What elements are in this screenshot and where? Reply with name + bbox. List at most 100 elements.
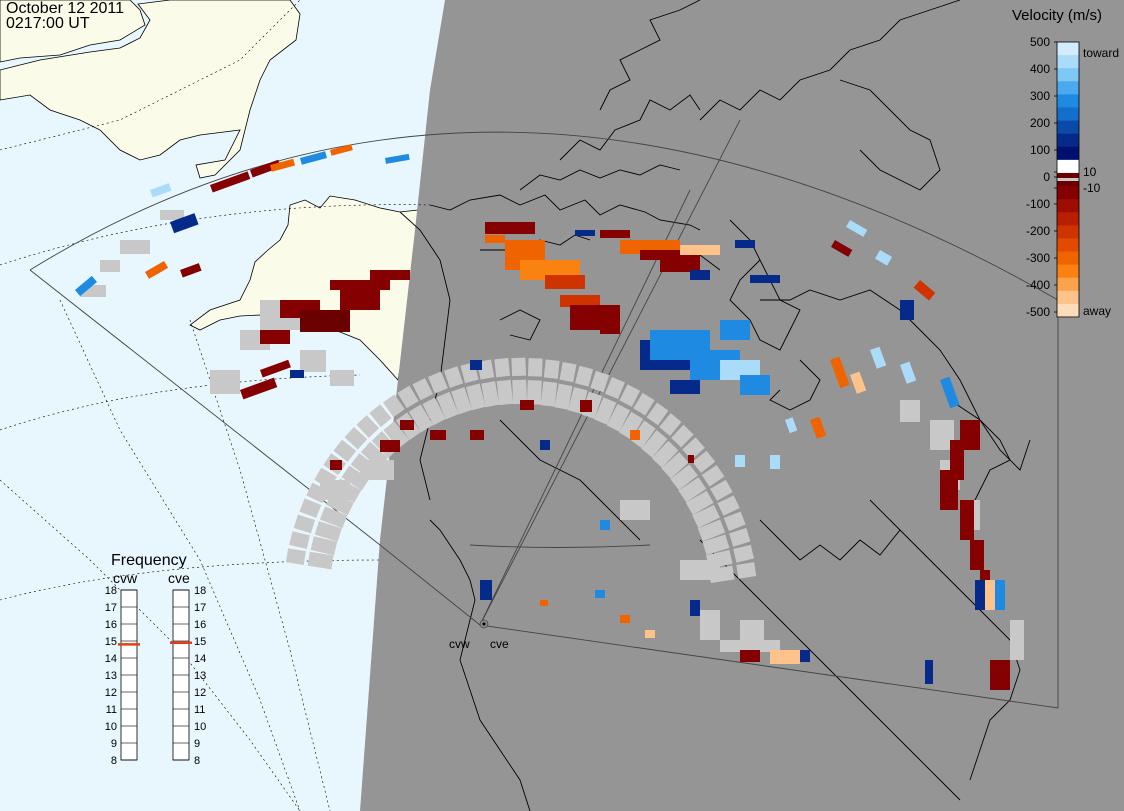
radar-sites: cvw cve [449, 619, 509, 651]
scatter-cell [633, 392, 655, 416]
scatter-cell [729, 528, 751, 547]
scatter-cell [319, 506, 348, 529]
scatter-cell [733, 544, 754, 563]
scatter-cell [100, 260, 120, 272]
legend-tick-label: -200 [1026, 224, 1050, 238]
scatter-cell [481, 381, 500, 408]
scatter-cell [960, 420, 980, 450]
scatter-cell [310, 536, 338, 556]
scatter-cell [270, 158, 295, 172]
scatter-cell [170, 213, 199, 234]
legend-color-swatch [1057, 264, 1079, 279]
scatter-cell [293, 514, 316, 534]
legend-color-swatch [1057, 290, 1079, 305]
scatter-cell [645, 630, 655, 638]
scatter-cell [913, 280, 936, 301]
scatter-cell [940, 376, 960, 409]
scatter-cell [289, 531, 310, 550]
scatter-cell [470, 360, 482, 370]
scatter-cell [120, 240, 150, 254]
frequency-title: Frequency [111, 552, 187, 569]
legend-color-swatch [1057, 212, 1079, 226]
legend-color-swatch [1057, 277, 1079, 292]
legend-color-swatch [1057, 94, 1079, 108]
scatter-cell [559, 361, 577, 383]
scatter-cell [540, 600, 548, 606]
frequency-tick-label: 16 [194, 619, 206, 631]
legend-color-swatch [1057, 107, 1079, 122]
scatter-cell [875, 250, 893, 266]
legend-color-swatch [1057, 146, 1079, 161]
scatter-cell [360, 460, 394, 480]
legend-tick-label: 300 [1030, 89, 1050, 103]
scatter-cell [740, 650, 760, 662]
scatter-cell [800, 650, 810, 662]
scatter-cell [660, 260, 700, 272]
scatter-cell [320, 480, 350, 500]
scatter-cell [160, 210, 184, 220]
scatter-cell [682, 437, 705, 460]
scatter-cell [383, 394, 405, 418]
scatter-cell [580, 400, 592, 412]
night-region [360, 0, 1124, 811]
frequency-cvw-label: cvw [113, 570, 138, 586]
scatter-cell [436, 391, 459, 420]
scatter-cell [560, 295, 600, 307]
scatter-cell [494, 357, 511, 378]
frequency-tick-label: 12 [105, 687, 117, 699]
scatter-cell [646, 402, 669, 426]
scatter-cell [1000, 660, 1010, 690]
scatter-cell [700, 610, 720, 640]
radar-site-cvw-label: cvw [449, 637, 470, 651]
scatter-cell [717, 495, 740, 516]
scatter-cell [690, 270, 710, 280]
scatter-cell [422, 397, 446, 426]
legend-tick-label: -100 [1026, 197, 1050, 211]
frequency-tick-label: 10 [194, 721, 206, 733]
scatter-cell [1010, 620, 1024, 660]
scatter-cell [260, 359, 291, 378]
scatter-cell [496, 379, 514, 406]
legend-tick-label: 400 [1030, 62, 1050, 76]
scatter-cell [341, 465, 370, 491]
scatter-cell [701, 464, 725, 487]
frequency-tick-label: 18 [105, 585, 117, 597]
legend-toward-label: toward [1083, 46, 1119, 60]
scatter-cell [299, 498, 322, 519]
scatter-cell [590, 370, 610, 393]
legend-color-swatch [1057, 68, 1079, 82]
scatter-cell [260, 330, 290, 344]
legend-color-swatch [1057, 159, 1079, 174]
frequency-tick-label: 18 [194, 585, 206, 597]
frequency-tick-label: 16 [105, 619, 117, 631]
scatter-cell [285, 548, 306, 565]
velocity-legend: Velocity (m/s) 500400300200100100-10-100… [1012, 7, 1119, 319]
scatter-cell [385, 153, 410, 164]
scatter-cell [850, 371, 867, 394]
scatter-cell [444, 366, 464, 388]
frequency-cve-label: cve [168, 570, 190, 586]
scatter-cell [995, 580, 1005, 610]
scatter-cell [466, 383, 486, 411]
scatter-cell [594, 397, 617, 425]
scatter-cell [369, 404, 392, 428]
scatter-cell [641, 430, 668, 458]
scatter-cell [990, 660, 1000, 690]
scatter-cell [356, 415, 380, 438]
scatter-cell [480, 580, 492, 600]
scatter-cell [540, 381, 558, 407]
scatter-cell [527, 358, 543, 377]
scatter-cell [618, 411, 644, 440]
frequency-tick-label: 10 [105, 721, 117, 733]
frequency-tick-label: 15 [194, 636, 206, 648]
coastlines [399, 0, 1031, 811]
scatter-cell [210, 370, 240, 394]
scatter-cell [333, 439, 357, 462]
scatter-cell [600, 320, 620, 334]
frequency-tick-label: 14 [105, 653, 117, 665]
scatter-cell [770, 455, 780, 469]
scatter-cell [671, 424, 694, 448]
scatter-cell [340, 290, 380, 310]
frequency-tick-label: 17 [105, 602, 117, 614]
